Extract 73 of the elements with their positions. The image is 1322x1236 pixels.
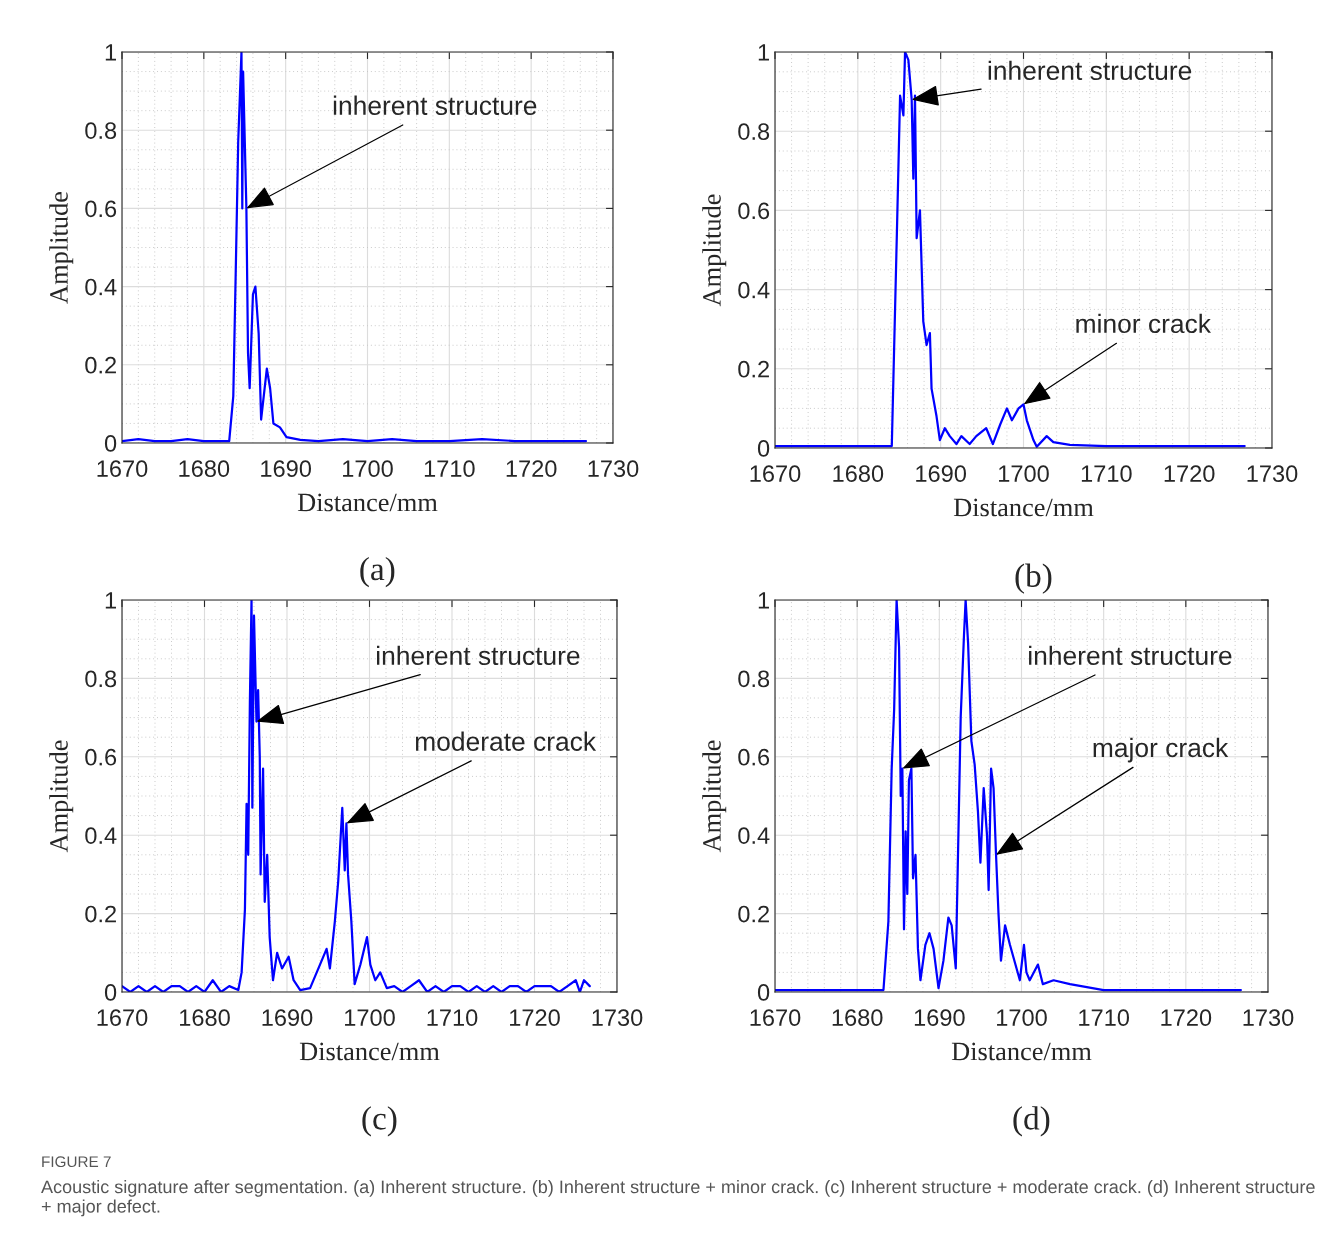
- annotation: inherent structure: [988, 60, 1192, 81]
- x-tick-label: 1730: [1243, 1009, 1294, 1027]
- x-tick-label: 1710: [424, 460, 475, 478]
- x-axis-title: Distance/mm: [951, 1042, 1092, 1061]
- annotation: major crack: [1093, 737, 1229, 763]
- y-tick-label: 0: [757, 984, 770, 1001]
- y-tick-label: 0.2: [85, 905, 116, 923]
- x-tick-label: 1680: [832, 1009, 883, 1027]
- x-tick-label: 1730: [1247, 465, 1298, 483]
- x-tick-label: 1680: [179, 460, 230, 478]
- x-tick-label: 1720: [510, 1009, 560, 1027]
- x-tick-label: 1670: [750, 465, 801, 483]
- x-tick-label: 1700: [997, 1009, 1047, 1027]
- y-tick-label: 0.8: [85, 122, 117, 139]
- y-axis-title: Amplitude: [702, 740, 727, 853]
- x-tick-label: 1680: [833, 465, 884, 483]
- annotation: inherent structure: [1029, 645, 1232, 666]
- y-tick-label: 0: [104, 435, 117, 452]
- y-tick-label: 0.8: [85, 670, 117, 688]
- annotation: inherent structure: [333, 95, 537, 115]
- y-axis-title: Amplitude: [49, 740, 74, 853]
- x-axis-title: Distance/mm: [299, 1042, 440, 1061]
- y-tick-label: 0.2: [738, 360, 769, 378]
- y-tick-label: 0.2: [738, 905, 769, 923]
- annotation: moderate crack: [415, 731, 597, 751]
- x-tick-label: 1700: [999, 465, 1049, 483]
- x-tick-label: 1730: [588, 460, 639, 478]
- y-tick-label: 0.4: [738, 281, 770, 299]
- x-tick-label: 1700: [345, 1009, 395, 1027]
- text: (c): [362, 1106, 397, 1137]
- annotation: inherent structure: [377, 645, 580, 666]
- y-tick-label: 0.8: [738, 670, 770, 688]
- x-tick-label: 1670: [97, 1009, 148, 1027]
- y-tick-label: 0.6: [85, 200, 117, 218]
- x-tick-label: 1720: [1164, 465, 1215, 483]
- text: Acoustic signature after segmentation. (a) Inherent structure. (b) Inherent structure + minor crack. (c) Inherent structure + moderate crack. (d) Inherent structure + major defect.: [41, 1180, 1315, 1217]
- x-tick-label: 1670: [750, 1009, 801, 1027]
- y-tick-label: 1: [105, 592, 116, 609]
- x-tick-label: 1730: [592, 1009, 643, 1027]
- x-axis-title: Distance/mm: [297, 493, 438, 512]
- x-tick-label: 1710: [1081, 465, 1132, 483]
- y-tick-label: 0: [104, 984, 117, 1001]
- y-axis-title: Amplitude: [702, 194, 727, 307]
- x-tick-label: 1690: [261, 460, 312, 478]
- x-tick-label: 1710: [427, 1009, 478, 1027]
- y-tick-label: 0.6: [85, 748, 117, 766]
- x-tick-label: 1720: [506, 460, 557, 478]
- y-tick-label: 0.6: [738, 748, 770, 766]
- y-tick-label: 0.4: [85, 827, 117, 844]
- y-tick-label: 0: [757, 440, 770, 457]
- y-tick-label: 0.4: [85, 278, 117, 296]
- x-tick-label: 1690: [914, 1009, 965, 1027]
- caption: FIGURE 7: [42, 1156, 111, 1168]
- x-tick-label: 1690: [916, 465, 967, 483]
- y-tick-label: 0.4: [738, 827, 770, 844]
- y-tick-label: 1: [758, 44, 769, 61]
- text: (b): [1015, 563, 1052, 594]
- y-tick-label: 0.6: [738, 202, 770, 220]
- y-tick-label: 1: [758, 592, 769, 609]
- annotation: minor crack: [1076, 313, 1211, 334]
- x-tick-label: 1700: [343, 460, 393, 478]
- text: (a): [360, 556, 395, 588]
- x-tick-label: 1670: [97, 460, 148, 478]
- x-axis-title: Distance/mm: [953, 498, 1094, 517]
- y-tick-label: 0.2: [85, 356, 116, 374]
- text: (d): [1013, 1106, 1050, 1137]
- x-tick-label: 1680: [180, 1009, 230, 1027]
- x-tick-label: 1710: [1079, 1009, 1130, 1027]
- y-tick-label: 1: [105, 44, 116, 61]
- y-axis-title: Amplitude: [49, 191, 74, 304]
- x-tick-label: 1720: [1161, 1009, 1212, 1027]
- x-tick-label: 1690: [262, 1009, 313, 1027]
- y-tick-label: 0.8: [738, 123, 770, 140]
